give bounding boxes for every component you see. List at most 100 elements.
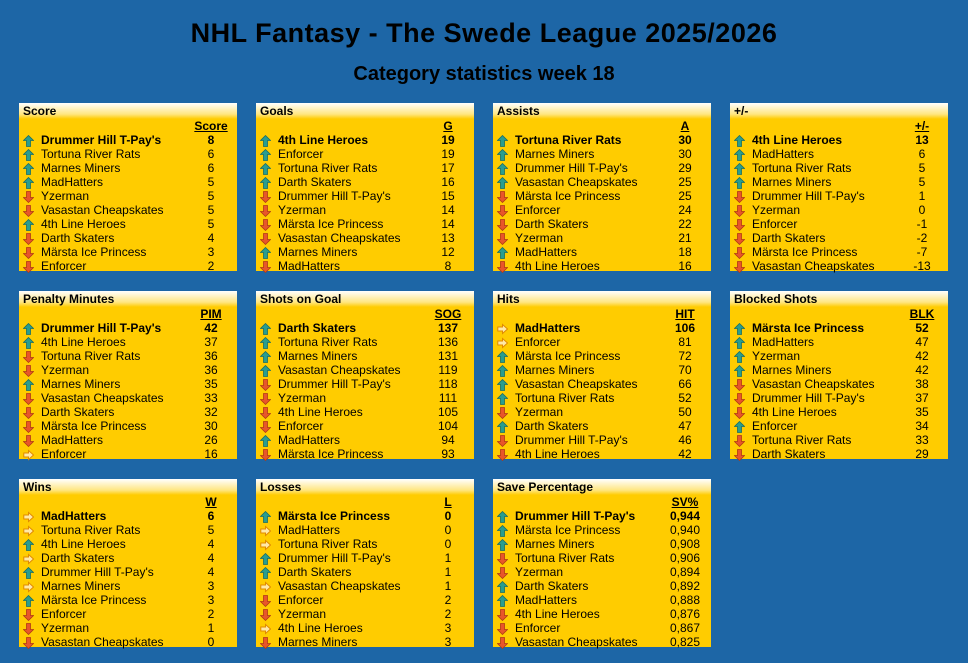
team-name: Märsta Ice Princess [41, 245, 147, 259]
trend-icon [734, 233, 745, 245]
team-name: MadHatters [515, 321, 581, 335]
team-name: MadHatters [41, 509, 107, 523]
stat-value: 1 [444, 551, 452, 565]
team-name: Märsta Ice Princess [278, 509, 391, 523]
stat-value: 36 [204, 363, 218, 377]
team-name: Marnes Miners [41, 161, 121, 175]
trend-icon [260, 407, 271, 419]
stat-panel: Assists A Tortuna River Rats 30 Marnes Miner… [493, 103, 711, 273]
team-name: Vasastan Cheapskates [278, 231, 401, 245]
team-name: 4th Line Heroes [752, 405, 837, 419]
panel-header [19, 291, 237, 307]
stat-value: 50 [678, 405, 692, 419]
team-name: Tortuna River Rats [515, 391, 615, 405]
team-name: Drummer Hill T-Pay's [41, 565, 154, 579]
team-name: Yzerman [41, 189, 90, 203]
stat-value: -1 [916, 217, 928, 231]
stat-value: 52 [678, 391, 692, 405]
team-name: Vasastan Cheapskates [515, 635, 638, 649]
team-name: Darth Skaters [752, 231, 826, 245]
trend-icon [23, 365, 34, 377]
team-name: Enforcer [41, 607, 87, 621]
team-name: Yzerman [41, 621, 90, 635]
team-name: Enforcer [41, 259, 87, 273]
trend-icon [23, 219, 34, 231]
column-header: A [680, 119, 690, 133]
trend-icon [497, 553, 508, 565]
trend-icon [497, 177, 508, 189]
column-header: PIM [200, 307, 222, 321]
stat-value: 35 [915, 405, 929, 419]
column-header: L [444, 495, 452, 509]
trend-icon [260, 581, 271, 593]
trend-icon [260, 539, 271, 551]
team-name: 4th Line Heroes [41, 335, 126, 349]
stat-value: 12 [441, 245, 455, 259]
trend-icon [497, 163, 508, 175]
trend-icon [734, 407, 745, 419]
stat-value: 15 [441, 189, 455, 203]
team-name: Yzerman [752, 203, 801, 217]
panel-title: Save Percentage [497, 480, 594, 494]
trend-icon [497, 511, 508, 523]
team-name: Enforcer [41, 447, 87, 461]
stat-value: 3 [207, 593, 215, 607]
team-name: Tortuna River Rats [278, 161, 378, 175]
team-name: MadHatters [278, 259, 341, 273]
trend-icon [734, 393, 745, 405]
trend-icon [260, 177, 271, 189]
trend-icon [497, 323, 508, 335]
team-name: 4th Line Heroes [515, 447, 600, 461]
trend-icon [734, 449, 745, 461]
trend-icon [23, 323, 34, 335]
panel-title: Shots on Goal [260, 292, 342, 306]
team-name: Darth Skaters [515, 419, 589, 433]
trend-icon [260, 511, 271, 523]
team-name: Märsta Ice Princess [41, 419, 147, 433]
stat-value: 0,894 [669, 565, 701, 579]
team-name: MadHatters [278, 433, 341, 447]
trend-icon [734, 435, 745, 447]
team-name: Tortuna River Rats [278, 335, 378, 349]
panel-title: Blocked Shots [734, 292, 818, 306]
column-header: BLK [909, 307, 935, 321]
team-name: MadHatters [278, 523, 341, 537]
team-name: Märsta Ice Princess [278, 217, 384, 231]
trend-icon [497, 191, 508, 203]
team-name: Marnes Miners [752, 175, 832, 189]
stat-panel: Wins W MadHatters 6 Tortuna River Rats 5 4th L… [19, 479, 237, 649]
stat-value: 37 [204, 335, 218, 349]
stat-value: 47 [678, 419, 692, 433]
team-name: Enforcer [278, 593, 324, 607]
stat-value: 0,825 [669, 635, 701, 649]
stat-panel: Save Percentage SV% Drummer Hill T-Pay's 0,… [493, 479, 711, 649]
team-name: Drummer Hill T-Pay's [41, 321, 162, 335]
team-name: Tortuna River Rats [515, 551, 615, 565]
team-name: Drummer Hill T-Pay's [278, 551, 391, 565]
column-header: +/- [914, 119, 930, 133]
stat-value: 42 [915, 349, 929, 363]
stat-value: 30 [678, 147, 692, 161]
team-name: Drummer Hill T-Pay's [515, 161, 628, 175]
stat-value: 5 [918, 161, 926, 175]
trend-icon [497, 261, 508, 273]
stat-value: 3 [207, 245, 215, 259]
panel-header [730, 103, 948, 119]
stat-value: 5 [207, 217, 215, 231]
trend-icon [734, 205, 745, 217]
stat-value: 94 [441, 433, 455, 447]
stat-value: 22 [678, 217, 692, 231]
stat-value: 33 [204, 391, 218, 405]
trend-icon [497, 407, 508, 419]
stat-panel: Score Score Drummer Hill T-Pay's 8 Tortuna R… [19, 103, 237, 273]
stat-value: 0,940 [669, 523, 701, 537]
team-name: Yzerman [278, 203, 327, 217]
stat-value: 6 [207, 161, 215, 175]
trend-icon [734, 177, 745, 189]
stat-value: 106 [674, 321, 696, 335]
stat-value: 72 [678, 349, 692, 363]
stat-value: 26 [204, 433, 218, 447]
trend-icon [260, 351, 271, 363]
team-name: MadHatters [515, 593, 578, 607]
column-header: G [443, 119, 453, 133]
